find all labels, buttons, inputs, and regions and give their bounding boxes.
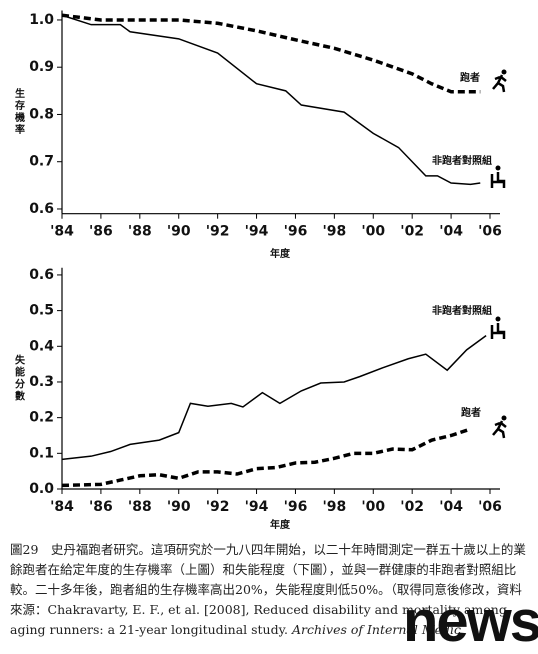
x-tick-label: '06 [478,499,502,515]
x-tick-label: '00 [361,499,385,515]
y-tick-label: 0.3 [29,374,54,390]
y-tick-label: 0.8 [29,106,54,122]
x-tick-label: '04 [439,499,463,515]
y-tick-label: 0.9 [29,59,54,75]
sitting-icon [490,165,506,188]
x-tick-label: '00 [361,224,385,240]
x-tick-label: '88 [128,499,152,515]
series-line [61,14,481,186]
caption-text: 圖29 史丹福跑者研究。這項研究於一九八四年開始，以二十年時間測定一群五十歲以上… [10,542,526,637]
x-tick-label: '84 [50,499,74,515]
y-tick-label: 1.0 [29,12,54,28]
y-tick-label: 0.1 [29,445,54,461]
x-tick-label: '90 [167,499,191,515]
x-tick-label: '02 [400,499,424,515]
x-axis-label: 年度 [270,518,291,531]
series-line [61,427,472,488]
x-tick-label: '98 [322,224,346,240]
y-tick-label: 0.7 [29,154,54,170]
x-tick-label: '98 [322,499,346,515]
y-axis-label: 生存機率 [15,87,25,136]
y-axis-label: 失能分數 [15,353,26,402]
runner-icon [492,69,507,93]
x-tick-label: '04 [439,224,463,240]
x-tick-label: '88 [128,224,152,240]
x-axis-label: 年度 [270,247,291,260]
sitting-icon [490,316,506,339]
x-tick-label: '94 [245,499,269,515]
y-tick-label: 0.6 [29,201,54,217]
x-tick-label: '96 [284,499,308,515]
y-tick-label: 0.0 [29,481,54,497]
journal: Archives of Internal Medic [291,622,462,637]
x-tick-label: '96 [284,224,308,240]
series-line [61,334,487,461]
x-tick-label: '86 [89,224,113,240]
series-label: 跑者 [460,71,480,84]
x-tick-label: '84 [50,224,74,240]
chart: 0.6 0.7 0.8 0.9 1.0 '84 '86 '88 '90 '92 '94 '96 '98 '… [15,10,507,531]
y-tick-label: 0.5 [29,303,54,319]
series-label: 跑者 [461,406,481,419]
y-tick-label: 0.6 [29,267,54,283]
series-label: 非跑者對照組 [432,154,492,167]
y-tick-label: 0.2 [29,410,54,426]
caption: 圖29 史丹福跑者研究。這項研究於一九八四年開始，以二十年時間測定一群五十歲以上… [10,540,530,640]
y-tick-label: 0.4 [29,338,54,354]
x-tick-label: '06 [478,224,502,240]
series-line [61,13,481,94]
watermark: news [403,589,538,654]
x-tick-label: '94 [245,224,269,240]
x-tick-label: '92 [206,499,230,515]
x-tick-label: '90 [167,224,191,240]
x-tick-label: '92 [206,224,230,240]
runner-icon [492,415,507,439]
series-label: 非跑者對照組 [432,304,492,317]
x-tick-label: '86 [89,499,113,515]
x-tick-label: '02 [400,224,424,240]
